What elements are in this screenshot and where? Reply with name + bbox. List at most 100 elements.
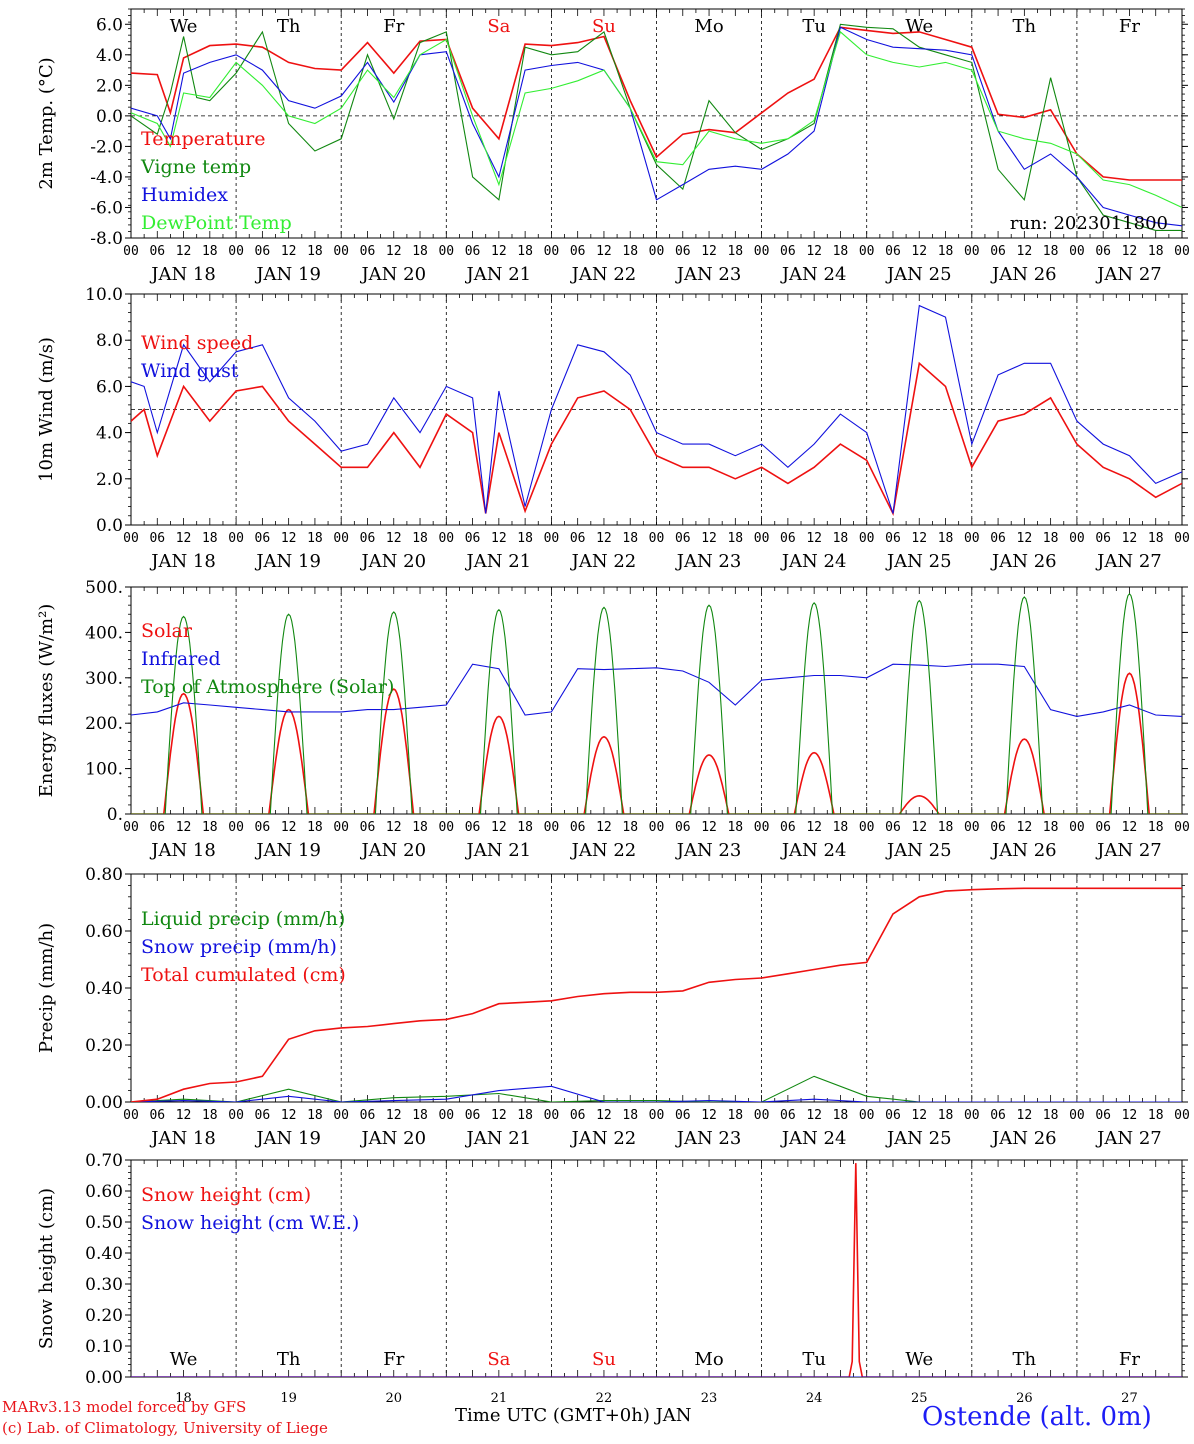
y-tick-label: 0.30	[85, 1275, 123, 1295]
y-tick-label: 0.	[107, 805, 123, 825]
y-axis-label: Energy fluxes (W/m²)	[36, 604, 57, 798]
hour-tick-label: 12	[1017, 1108, 1033, 1123]
hour-tick-label: 18	[412, 244, 428, 259]
day-of-week-label: Mo	[694, 1349, 723, 1370]
hour-tick-label: 18	[517, 820, 533, 835]
legend-entry: Snow precip (mm/h)	[141, 936, 337, 958]
hour-tick-label: 00	[333, 531, 349, 546]
hour-tick-label: 12	[596, 531, 612, 546]
y-tick-label: 8.0	[96, 331, 123, 351]
hour-tick-label: 18	[938, 820, 954, 835]
hour-tick-label: 12	[386, 820, 402, 835]
date-label: JAN 24	[780, 1128, 847, 1149]
day-number-label: 27	[1121, 1391, 1138, 1406]
day-of-week-label: Tu	[802, 1349, 826, 1370]
hour-tick-label: 00	[754, 244, 770, 259]
y-tick-label: 0.0	[96, 516, 123, 536]
hour-tick-label: 18	[307, 244, 323, 259]
date-label: JAN 22	[570, 264, 637, 285]
hour-tick-label: 00	[964, 1108, 980, 1123]
hour-tick-label: 00	[544, 1108, 560, 1123]
hour-tick-label: 00	[649, 1108, 665, 1123]
y-tick-label: 0.00	[85, 1368, 123, 1388]
hour-tick-label: 00	[1174, 820, 1190, 835]
hour-tick-label: 00	[1069, 244, 1085, 259]
hour-tick-label: 00	[964, 244, 980, 259]
hour-tick-label: 00	[333, 244, 349, 259]
y-axis-label: Snow height (cm)	[36, 1188, 57, 1349]
hour-tick-label: 00	[544, 531, 560, 546]
y-tick-label: 500.	[85, 578, 123, 598]
hour-tick-label: 18	[622, 1108, 638, 1123]
day-of-week-label: Th	[277, 16, 301, 37]
hour-tick-label: 06	[780, 244, 796, 259]
hour-tick-label: 12	[806, 820, 822, 835]
date-label: JAN 20	[359, 551, 426, 572]
y-tick-label: 4.0	[96, 46, 123, 66]
hour-tick-label: 00	[438, 244, 454, 259]
date-label: JAN 25	[885, 840, 952, 861]
day-of-week-label: Fr	[1119, 16, 1140, 37]
legend-entry: Solar	[141, 620, 193, 642]
hour-tick-label: 00	[1069, 1108, 1085, 1123]
date-label: JAN 25	[885, 264, 952, 285]
hour-tick-label: 12	[491, 1108, 507, 1123]
day-of-week-label: Fr	[1119, 1349, 1140, 1370]
hour-tick-label: 12	[701, 1108, 717, 1123]
day-number-label: 19	[280, 1391, 297, 1406]
series-line-solar	[131, 672, 1182, 814]
date-label: JAN 19	[254, 1128, 321, 1149]
hour-tick-label: 18	[727, 531, 743, 546]
hour-tick-label: 18	[202, 244, 218, 259]
hour-tick-label: 00	[228, 244, 244, 259]
day-of-week-label: Th	[1013, 1349, 1037, 1370]
hour-tick-label: 06	[360, 1108, 376, 1123]
hour-tick-label: 12	[1017, 531, 1033, 546]
hour-tick-label: 06	[570, 531, 586, 546]
hour-tick-label: 00	[228, 820, 244, 835]
hour-tick-label: 00	[859, 531, 875, 546]
date-label: JAN 22	[570, 840, 637, 861]
hour-tick-label: 00	[544, 820, 560, 835]
y-tick-label: 300.	[85, 669, 123, 689]
panel-2: 10.0 8.0 6.0 4.0 2.0 0.0 10m Wind (m/s) 00 06 12 1…	[36, 285, 1190, 572]
date-label: JAN 19	[254, 551, 321, 572]
hour-tick-label: 12	[911, 820, 927, 835]
hour-tick-label: 12	[491, 820, 507, 835]
hour-tick-label: 06	[465, 531, 481, 546]
hour-tick-label: 18	[622, 244, 638, 259]
hour-tick-label: 18	[727, 1108, 743, 1123]
hour-tick-label: 12	[701, 531, 717, 546]
series-line-wind-gust	[131, 304, 1182, 514]
hour-tick-label: 06	[465, 244, 481, 259]
x-axis-title: Time UTC (GMT+0h) JAN	[455, 1405, 692, 1426]
date-label: JAN 19	[254, 840, 321, 861]
day-number-label: 26	[1016, 1391, 1033, 1406]
legend-entry: Wind speed	[141, 332, 253, 354]
legend-entry: Liquid precip (mm/h)	[141, 908, 345, 930]
y-tick-label: 6.0	[96, 15, 123, 35]
day-of-week-label: Fr	[383, 16, 404, 37]
hour-tick-label: 06	[780, 1108, 796, 1123]
date-label: JAN 22	[570, 551, 637, 572]
hour-tick-label: 18	[1043, 244, 1059, 259]
y-axis-label: 2m Temp. (°C)	[36, 57, 57, 189]
series-line-temperature	[131, 26, 1182, 181]
hour-tick-label: 12	[386, 531, 402, 546]
series-line-humidex	[131, 26, 1182, 227]
hour-tick-label: 00	[438, 820, 454, 835]
hour-tick-label: 00	[1069, 531, 1085, 546]
hour-tick-label: 00	[123, 244, 139, 259]
date-label: JAN 27	[1095, 551, 1162, 572]
hour-tick-label: 06	[1095, 531, 1111, 546]
hour-tick-label: 06	[570, 244, 586, 259]
hour-tick-label: 18	[307, 531, 323, 546]
hour-tick-label: 12	[281, 531, 297, 546]
series-line-wind-speed	[131, 361, 1182, 517]
hour-tick-label: 00	[123, 820, 139, 835]
date-label: JAN 20	[359, 264, 426, 285]
hour-tick-label: 00	[438, 1108, 454, 1123]
hour-tick-label: 18	[1043, 820, 1059, 835]
date-label: JAN 23	[675, 264, 742, 285]
